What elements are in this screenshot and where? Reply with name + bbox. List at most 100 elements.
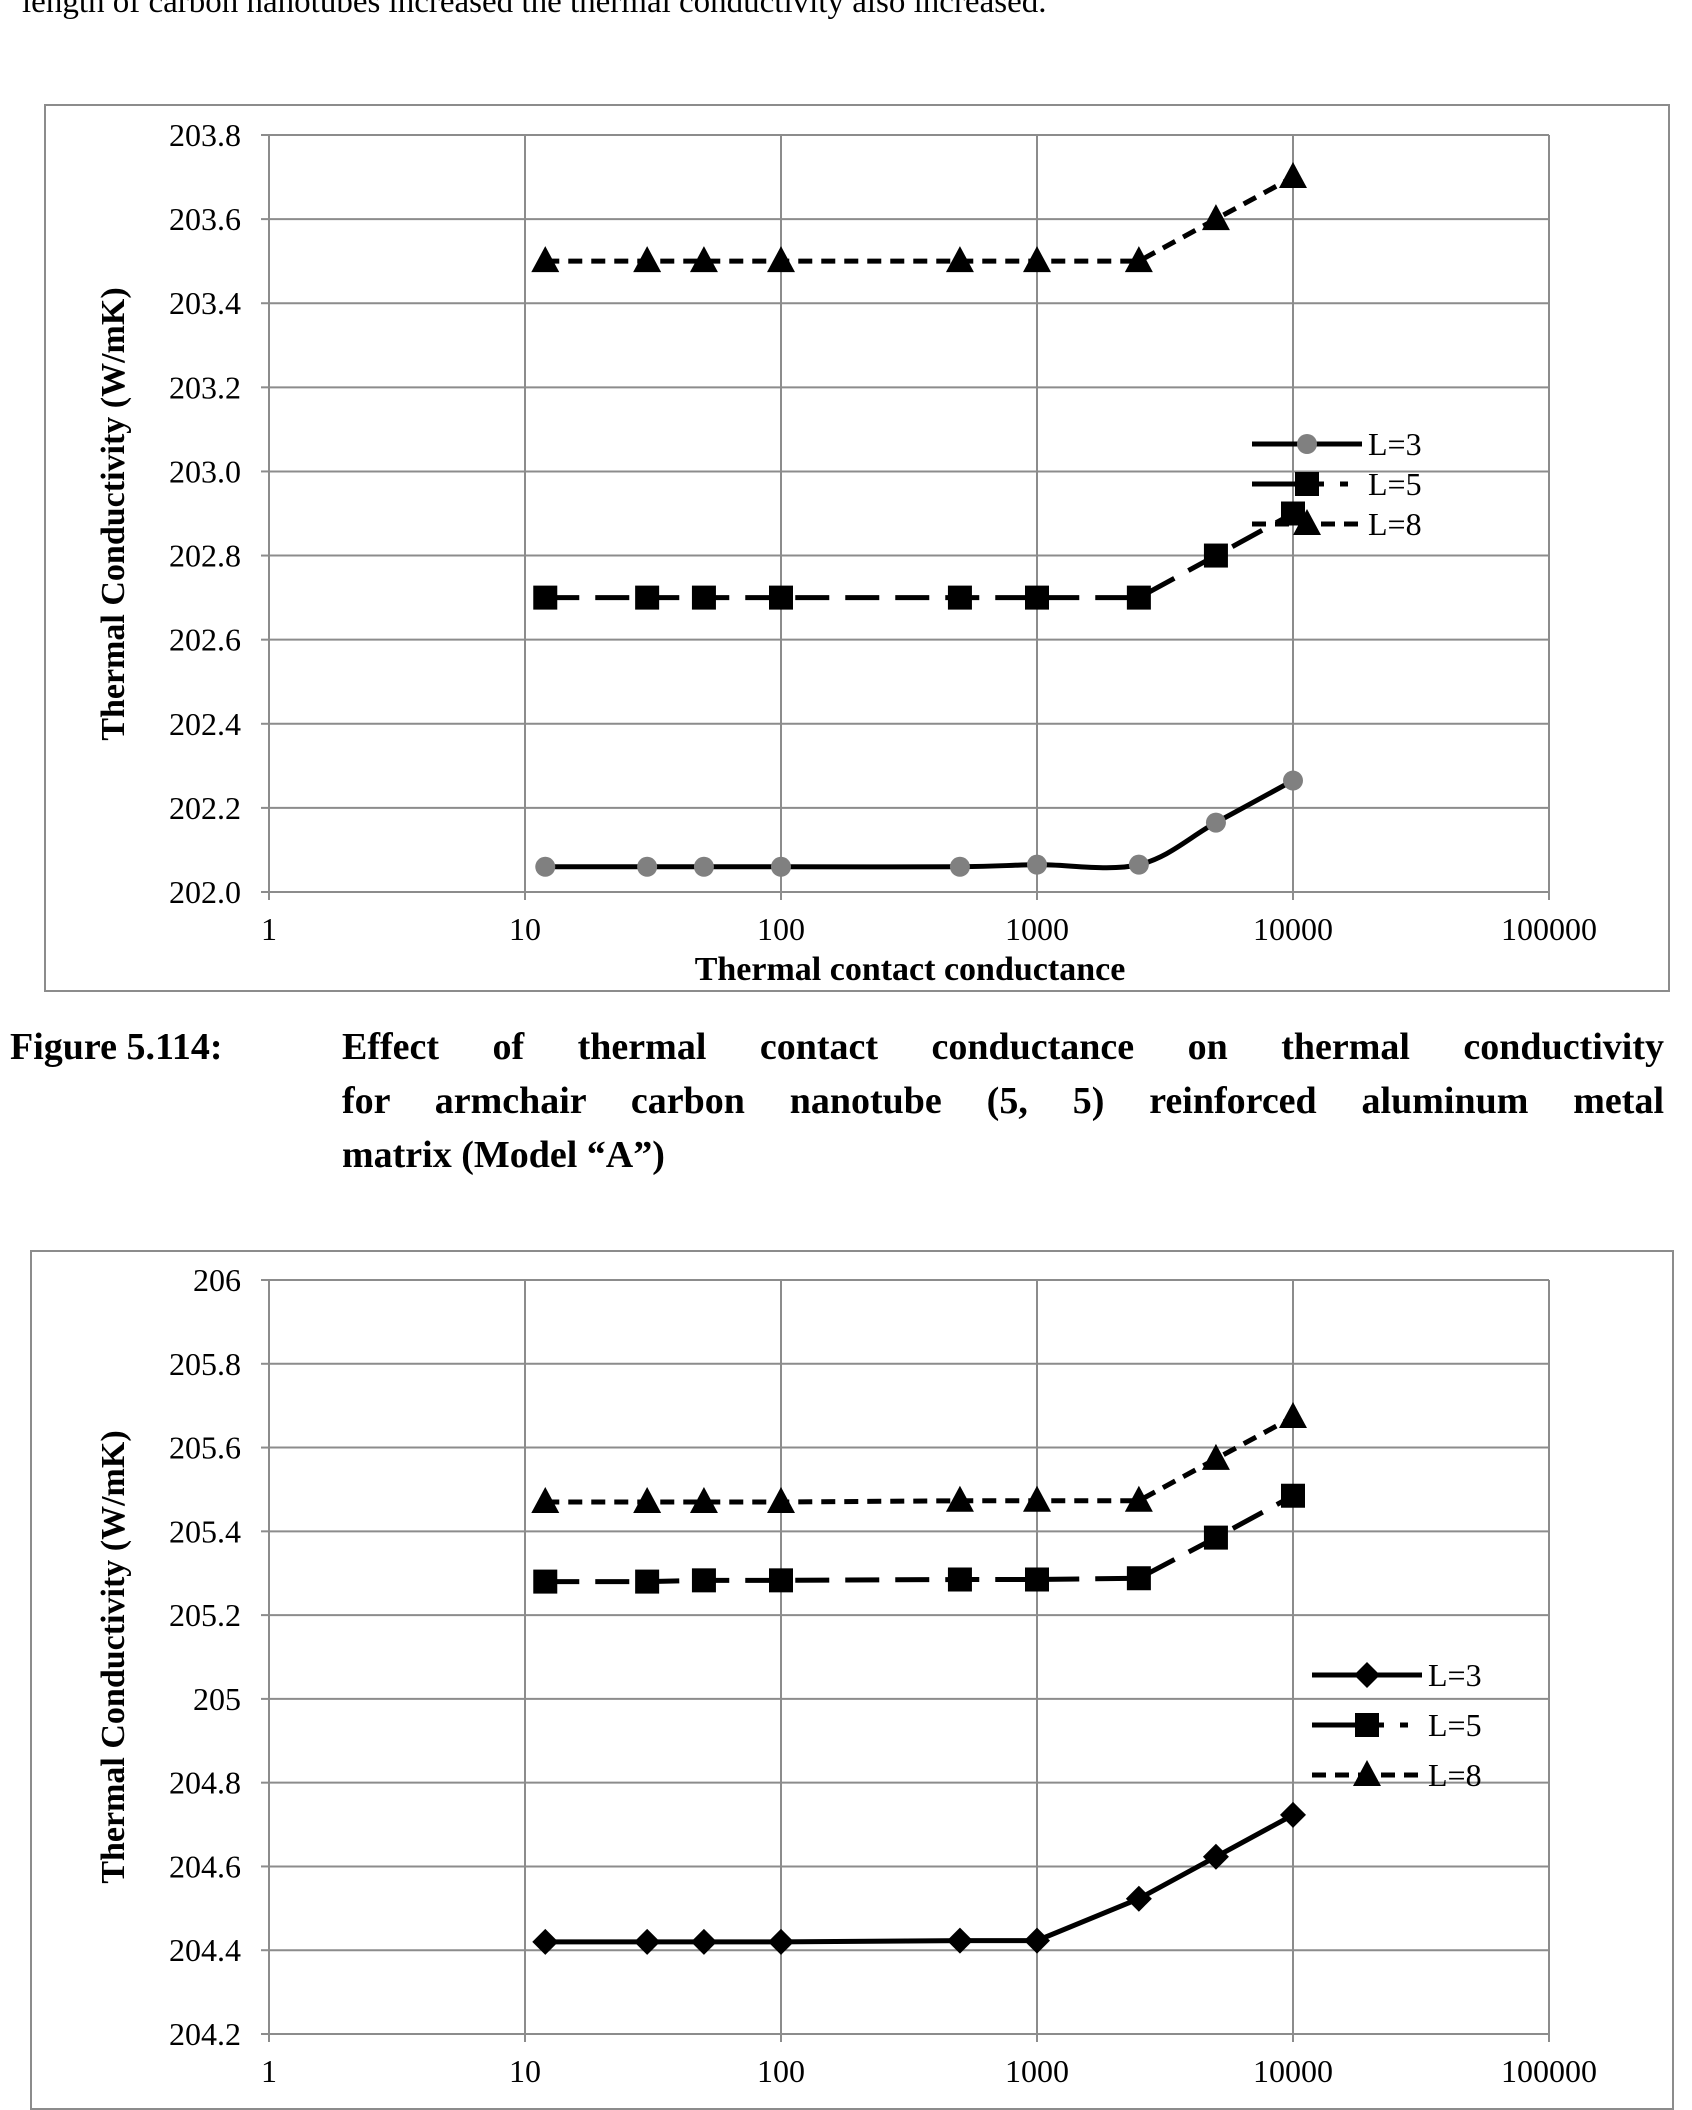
chart1-y-tick-label: 202.6	[169, 622, 241, 658]
chart1-legend-marker	[1293, 509, 1321, 535]
chart-1-frame	[44, 104, 1670, 992]
chart2-data-point	[1124, 1485, 1153, 1512]
chart2-y-tick-label: 204.4	[169, 1932, 241, 1968]
chart2-data-point	[531, 1487, 560, 1514]
chart1-y-tick-label: 203.2	[169, 369, 241, 405]
chart2-data-point	[690, 1928, 717, 1955]
chart2-y-tick-label: 204.2	[169, 2016, 241, 2052]
chart1-data-point	[689, 246, 718, 273]
chart1-data-point	[633, 246, 662, 273]
chart1-data-point	[1027, 854, 1047, 875]
chart2-y-tick-label: 205.2	[169, 1597, 241, 1633]
chart1-data-point	[637, 856, 658, 877]
caption-line-3: matrix (Model “A”)	[342, 1134, 665, 1176]
chart1-data-point	[531, 246, 560, 273]
chart1-data-point	[949, 856, 970, 877]
chart1-data-point	[1201, 204, 1230, 231]
chart2-data-point	[768, 1928, 794, 1955]
chart2-data-point	[532, 1928, 559, 1955]
chart1-data-point	[947, 585, 972, 610]
chart2-y-tick-label: 205.6	[169, 1430, 241, 1466]
chart1-data-point	[535, 856, 556, 877]
chart1-y-tick-label: 202.8	[169, 538, 241, 574]
chart2-x-tick-label: 10000	[1253, 2053, 1333, 2089]
chart1-data-point	[1128, 854, 1149, 875]
chart2-data-point	[1203, 1525, 1228, 1550]
chart1-y-tick-label: 203.0	[169, 453, 241, 489]
caption-line-2: for armchair carbon nanotube (5, 5) rein…	[342, 1080, 1664, 1122]
chart1-legend-marker	[1295, 472, 1319, 496]
chart2-legend-label: L=5	[1428, 1707, 1482, 1743]
chart1-y-tick-label: 203.8	[169, 117, 241, 153]
chart2-legend-marker	[1355, 1713, 1379, 1737]
chart1-data-point	[1025, 585, 1049, 610]
chart1-x-tick-label: 100000	[1501, 911, 1597, 947]
chart2-data-point	[1280, 1801, 1306, 1828]
chart2-y-tick-label: 205.4	[169, 1513, 241, 1549]
chart1-data-point	[1203, 543, 1228, 568]
chart2-data-point	[691, 1568, 716, 1593]
chart1-data-point	[1279, 162, 1307, 189]
chart2-legend-label: L=3	[1428, 1657, 1482, 1693]
chart2-data-point	[634, 1928, 661, 1955]
chart2-data-point	[689, 1487, 718, 1514]
chart2-series-line-l3	[545, 1812, 1295, 1945]
chart2-x-tick-label: 1	[261, 2053, 277, 2089]
chart2-data-point	[635, 1569, 660, 1594]
chart2-data-point	[946, 1927, 973, 1954]
chart1-data-point	[1023, 246, 1051, 273]
chart1-data-point	[771, 856, 791, 877]
chart1-x-tick-label: 10	[509, 911, 541, 947]
chart2-data-point	[947, 1567, 972, 1592]
figure-caption-label: Figure 5.114:	[10, 1026, 223, 1068]
chart1-data-point	[693, 856, 714, 877]
chart1-data-point	[635, 585, 660, 610]
chart2-data-point	[1025, 1567, 1049, 1592]
chart2-x-tick-label: 10	[509, 2053, 541, 2089]
chart2-x-tick-label: 100	[757, 2053, 805, 2089]
chart1-data-point	[533, 585, 558, 610]
chart2-data-point	[1202, 1843, 1229, 1870]
chart1-legend-marker	[1297, 434, 1317, 454]
chart2-data-point	[767, 1487, 795, 1514]
chart2-data-point	[1281, 1483, 1305, 1508]
chart1-legend-label: L=8	[1368, 506, 1422, 542]
intro-text: length of carbon nanotubes increased the…	[22, 0, 1047, 20]
chart2-y-axis-title: Thermal Conductivity (W/mK)	[95, 1430, 132, 1883]
chart2-data-point	[1024, 1927, 1050, 1954]
chart2-y-tick-label: 205	[193, 1681, 241, 1717]
chart2-data-point	[1279, 1401, 1307, 1428]
chart2-legend-marker	[1353, 1760, 1381, 1786]
chart1-data-point	[945, 246, 974, 273]
chart2-data-point	[1125, 1885, 1152, 1912]
chart1-data-point	[769, 585, 793, 610]
chart2-data-point	[633, 1487, 662, 1514]
chart1-x-tick-label: 1000	[1005, 911, 1069, 947]
chart1-data-point	[1124, 246, 1153, 273]
caption-line-1: Effect of thermal contact conductance on…	[342, 1026, 1664, 1068]
chart2-data-point	[1023, 1485, 1051, 1512]
chart2-x-tick-label: 100000	[1501, 2053, 1597, 2089]
chart2-data-point	[769, 1568, 793, 1593]
chart2-data-point	[533, 1569, 558, 1594]
chart2-y-tick-label: 206	[193, 1262, 241, 1298]
chart1-y-tick-label: 203.4	[169, 285, 241, 321]
chart2-y-tick-label: 205.8	[169, 1346, 241, 1382]
chart1-legend-label: L=3	[1368, 426, 1422, 462]
chart1-y-tick-label: 203.6	[169, 201, 241, 237]
chart1-y-tick-label: 202.4	[169, 706, 241, 742]
chart2-x-tick-label: 1000	[1005, 2053, 1069, 2089]
chart2-legend-marker	[1354, 1662, 1380, 1688]
chart1-y-tick-label: 202.2	[169, 790, 241, 826]
chart1-x-tick-label: 10000	[1253, 911, 1333, 947]
chart1-legend-label: L=5	[1368, 466, 1422, 502]
chart2-y-tick-label: 204.6	[169, 1848, 241, 1884]
figure-caption-text: Effect of thermal contact conductance on…	[342, 1020, 1664, 1182]
chart1-x-tick-label: 1	[261, 911, 277, 947]
chart1-y-axis-title: Thermal Conductivity (W/mK)	[95, 287, 132, 740]
chart2-data-point	[1126, 1566, 1151, 1591]
chart2-data-point	[945, 1485, 974, 1512]
chart1-y-tick-label: 202.0	[169, 874, 241, 910]
